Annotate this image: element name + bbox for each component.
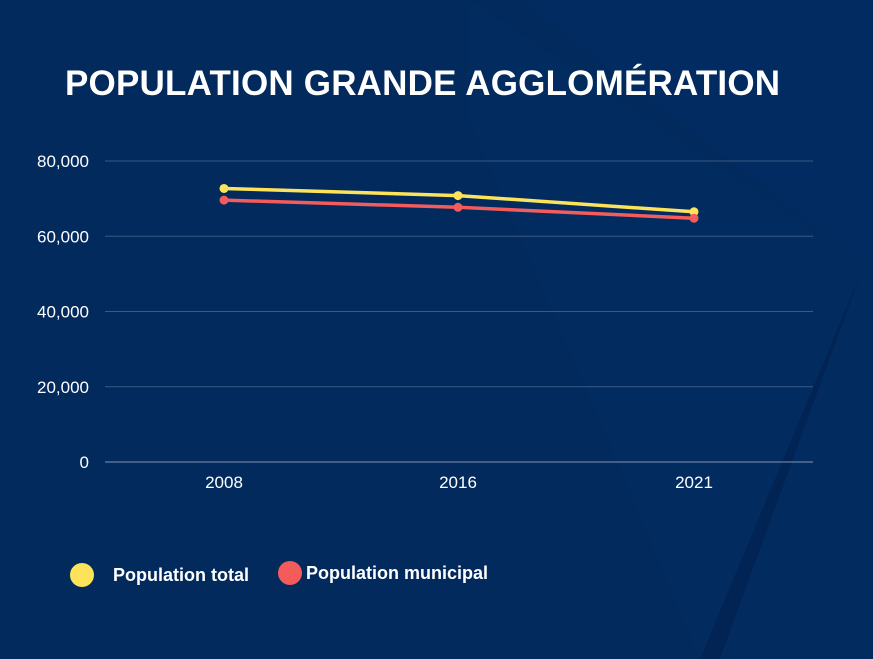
legend-marker-total <box>70 563 94 587</box>
legend-label-total: Population total <box>113 564 249 585</box>
data-point-municipal <box>689 213 699 223</box>
data-point-total <box>219 183 229 193</box>
y-tick-label: 40,000 <box>37 303 89 322</box>
data-point-municipal <box>219 195 229 205</box>
x-tick-label: 2021 <box>675 473 713 492</box>
data-point-municipal <box>453 202 463 212</box>
y-tick-label: 80,000 <box>37 152 89 171</box>
x-tick-label: 2016 <box>439 473 477 492</box>
y-tick-label: 0 <box>80 453 89 472</box>
legend-item-total: Population total <box>70 563 249 587</box>
x-tick-label: 2008 <box>205 473 243 492</box>
data-point-total <box>689 207 699 217</box>
data-point-total <box>453 191 463 201</box>
grid-lines <box>105 160 813 463</box>
chart-title: POPULATION GRANDE AGGLOMÉRATION <box>65 64 781 103</box>
x-axis-tick-labels: 2008 2016 2021 <box>205 473 713 492</box>
legend-marker-municipal <box>278 561 302 585</box>
legend-item-municipal: Population municipal <box>278 561 488 585</box>
y-tick-label: 60,000 <box>37 227 89 246</box>
series-points <box>219 183 699 223</box>
legend-label-municipal: Population municipal <box>306 562 489 583</box>
y-axis-tick-labels: 0 20,000 40,000 60,000 80,000 <box>37 152 89 472</box>
y-tick-label: 20,000 <box>37 378 89 397</box>
